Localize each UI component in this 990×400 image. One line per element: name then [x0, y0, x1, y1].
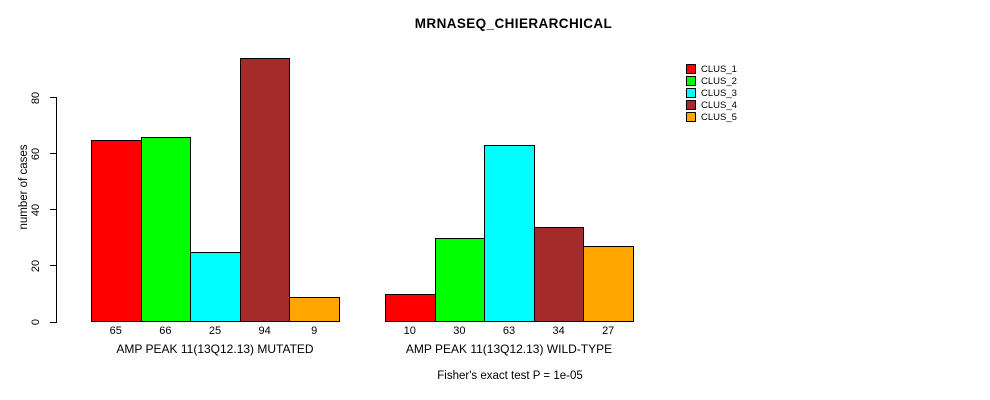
bar-clus_3-group2: [484, 145, 535, 322]
y-axis-label: number of cases: [18, 144, 30, 230]
legend-swatch-clus_3: [686, 88, 696, 98]
y-axis-tick-label: 60: [30, 147, 42, 160]
y-axis-tick: [50, 321, 57, 323]
bar-value-label: 10: [403, 325, 416, 337]
bar-clus_2-group2: [434, 237, 486, 322]
bar-clus_5-group1: [289, 296, 340, 322]
chart-title: MRNASEQ_CHIERARCHICAL: [414, 16, 613, 31]
annotation-text: Fisher's exact test P = 1e-05: [437, 370, 583, 382]
legend-item-clus_2: CLUS_2: [686, 75, 737, 87]
legend-item-clus_1: CLUS_1: [686, 63, 737, 75]
bar-value-label: 94: [258, 325, 271, 337]
legend: CLUS_1 CLUS_2 CLUS_3 CLUS_4 CLUS_5: [686, 63, 737, 123]
bar-value-label: 34: [552, 325, 565, 337]
legend-label: CLUS_2: [701, 75, 737, 87]
y-axis-tick: [50, 97, 57, 99]
bar-clus_1-group1: [91, 139, 142, 322]
y-axis-tick-label: 20: [30, 259, 42, 273]
legend-swatch-clus_4: [686, 100, 696, 110]
legend-swatch-clus_1: [686, 64, 696, 74]
legend-swatch-clus_5: [686, 112, 696, 122]
bar-clus_5-group2: [583, 246, 634, 322]
bar-value-label: 9: [311, 325, 318, 337]
y-axis-tick-label: 0: [30, 318, 42, 326]
legend-item-clus_5: CLUS_5: [686, 111, 737, 123]
bar-clus_2-group1: [140, 136, 192, 322]
y-axis-tick: [50, 153, 57, 155]
bar-value-label: 30: [453, 325, 466, 337]
legend-label: CLUS_1: [701, 63, 737, 75]
y-axis-tick: [50, 265, 57, 267]
y-axis-tick-label: 80: [30, 91, 42, 104]
bar-clus_4-group1: [239, 58, 291, 322]
bar-clus_3-group1: [190, 251, 241, 322]
legend-label: CLUS_3: [701, 87, 737, 99]
y-axis-tick-label: 40: [30, 203, 42, 216]
legend-item-clus_4: CLUS_4: [686, 99, 737, 111]
bar-value-label: 66: [159, 325, 172, 337]
legend-label: CLUS_5: [701, 111, 737, 123]
y-axis-tick: [50, 209, 57, 211]
legend-label: CLUS_4: [701, 99, 737, 111]
group-label-wild-type: AMP PEAK 11(13Q12.13) WILD-TYPE: [405, 342, 613, 356]
bar-clus_4-group2: [533, 226, 585, 322]
bar-value-label: 63: [502, 325, 516, 337]
group-label-mutated: AMP PEAK 11(13Q12.13) MUTATED: [116, 342, 314, 356]
legend-swatch-clus_2: [686, 76, 696, 86]
bar-value-label: 65: [109, 325, 122, 337]
bar-value-label: 25: [208, 325, 222, 337]
bar-value-label: 27: [602, 325, 615, 337]
legend-item-clus_3: CLUS_3: [686, 87, 737, 99]
bar-clus_1-group2: [385, 293, 436, 322]
